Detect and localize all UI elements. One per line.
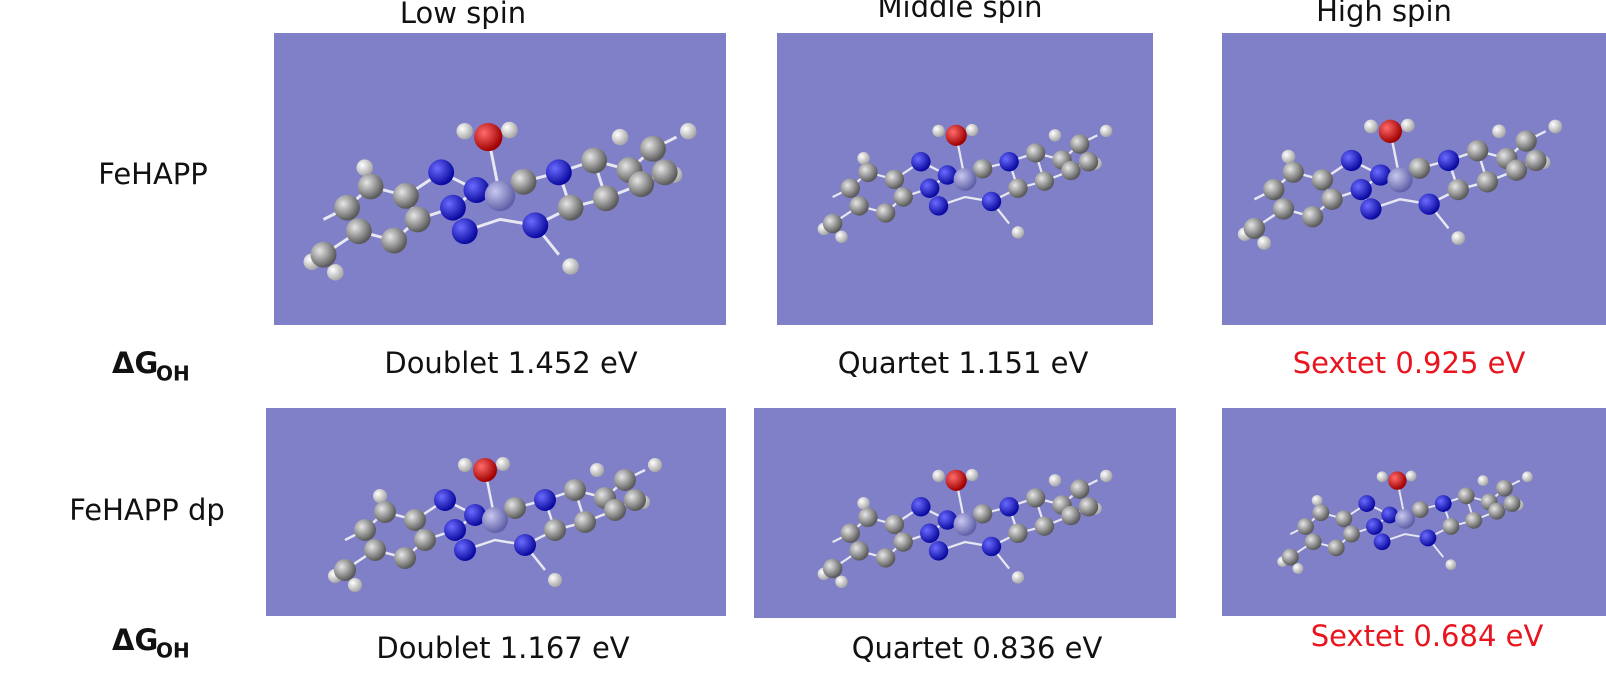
- energy-value: Quartet 0.836 eV: [852, 631, 1103, 665]
- structure-image: [1222, 33, 1606, 325]
- energy-subscript: OH: [156, 639, 190, 663]
- energy-subscript: OH: [156, 362, 190, 386]
- column-header: Middle spin: [878, 0, 1043, 24]
- energy-value: Sextet 0.925 eV: [1293, 346, 1526, 380]
- energy-value: Doublet 1.167 eV: [376, 631, 629, 665]
- row-label: FeHAPP dp: [69, 493, 225, 527]
- energy-value: Sextet 0.684 eV: [1311, 619, 1544, 653]
- energy-label: ΔG: [112, 623, 158, 657]
- energy-value: Doublet 1.452 eV: [384, 346, 637, 380]
- energy-label: ΔG: [112, 346, 158, 380]
- column-header: Low spin: [400, 0, 526, 30]
- energy-value: Quartet 1.151 eV: [838, 346, 1089, 380]
- slide: Low spin Middle spin High spin FeHAPP Fe…: [0, 0, 1606, 691]
- row-label: FeHAPP: [98, 157, 208, 191]
- column-header: High spin: [1316, 0, 1452, 28]
